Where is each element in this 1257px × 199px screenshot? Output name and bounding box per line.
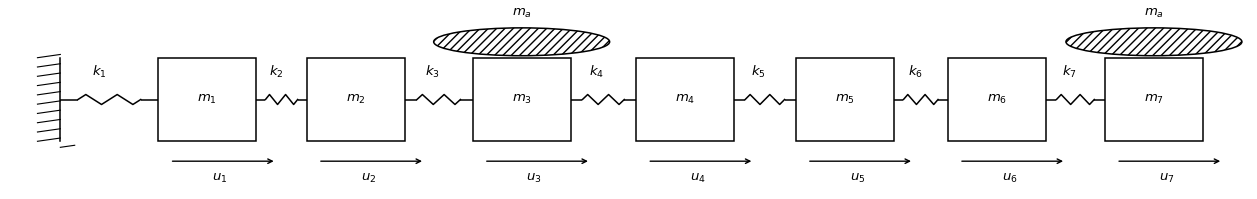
Text: $m_6$: $m_6$ (987, 93, 1007, 106)
Text: $k_4$: $k_4$ (590, 63, 605, 80)
Text: $u_4$: $u_4$ (690, 172, 705, 185)
Text: $m_7$: $m_7$ (1144, 93, 1164, 106)
Text: $k_1$: $k_1$ (92, 63, 107, 80)
Text: $m_3$: $m_3$ (512, 93, 532, 106)
Bar (1105, 58, 1203, 141)
Bar (796, 58, 894, 141)
Bar (158, 58, 256, 141)
Text: $m_a$: $m_a$ (1144, 7, 1164, 20)
Circle shape (434, 28, 610, 56)
Bar (636, 58, 734, 141)
Text: $k_2$: $k_2$ (269, 63, 284, 80)
Text: $m_2$: $m_2$ (346, 93, 366, 106)
Text: $u_1$: $u_1$ (212, 172, 228, 185)
Bar (307, 58, 405, 141)
Text: $u_5$: $u_5$ (850, 172, 865, 185)
Text: $m_4$: $m_4$ (675, 93, 695, 106)
Bar (948, 58, 1046, 141)
Text: $u_3$: $u_3$ (527, 172, 542, 185)
Text: $u_7$: $u_7$ (1159, 172, 1174, 185)
Text: $k_5$: $k_5$ (752, 63, 766, 80)
Bar (473, 58, 571, 141)
Text: $m_a$: $m_a$ (512, 7, 532, 20)
Text: $u_2$: $u_2$ (361, 172, 376, 185)
Text: $m_1$: $m_1$ (197, 93, 217, 106)
Circle shape (1066, 28, 1242, 56)
Text: $k_7$: $k_7$ (1062, 63, 1077, 80)
Text: $m_5$: $m_5$ (835, 93, 855, 106)
Text: $k_3$: $k_3$ (425, 63, 439, 80)
Text: $u_6$: $u_6$ (1002, 172, 1017, 185)
Text: $k_6$: $k_6$ (908, 63, 923, 80)
